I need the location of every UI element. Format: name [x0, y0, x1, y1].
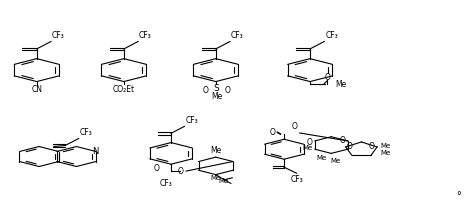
Text: O: O: [346, 142, 353, 151]
Text: Me: Me: [330, 158, 340, 164]
Text: N: N: [92, 146, 99, 156]
Text: O: O: [154, 164, 159, 173]
Text: O: O: [202, 86, 209, 95]
Text: Me: Me: [380, 143, 391, 149]
Text: Me: Me: [336, 80, 347, 89]
Text: CF₃: CF₃: [52, 31, 64, 41]
Text: Me: Me: [380, 150, 391, 156]
Text: O: O: [178, 167, 183, 176]
Text: Me: Me: [317, 155, 327, 161]
Text: Me: Me: [210, 175, 221, 181]
Text: S: S: [214, 84, 219, 93]
Text: Me: Me: [218, 178, 228, 184]
Text: CO₂Et: CO₂Et: [113, 85, 135, 94]
Text: °: °: [456, 191, 461, 201]
Text: Me: Me: [302, 145, 312, 151]
Text: CF₃: CF₃: [185, 116, 198, 125]
Text: CN: CN: [31, 85, 42, 94]
Text: CF₃: CF₃: [325, 31, 338, 41]
Text: O: O: [325, 73, 331, 82]
Text: O: O: [291, 122, 297, 131]
Text: O: O: [369, 142, 375, 151]
Text: CF₃: CF₃: [160, 179, 173, 188]
Text: CF₃: CF₃: [290, 175, 303, 184]
Text: Me: Me: [210, 146, 221, 155]
Text: CF₃: CF₃: [231, 31, 244, 41]
Text: CF₃: CF₃: [139, 31, 152, 41]
Text: CF₃: CF₃: [80, 128, 92, 138]
Text: O: O: [339, 136, 345, 145]
Text: O: O: [225, 86, 230, 95]
Text: O: O: [270, 128, 276, 138]
Text: Me: Me: [211, 92, 222, 101]
Text: O: O: [307, 138, 312, 147]
